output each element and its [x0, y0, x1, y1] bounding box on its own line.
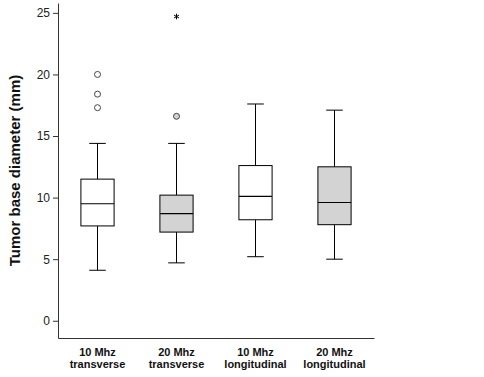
box	[318, 110, 351, 259]
x-tick: 20 Mhzlongitudinal	[303, 338, 365, 370]
x-axis: 10 Mhztransverse20 Mhztransverse10 Mhzlo…	[59, 338, 375, 370]
lower-whisker	[176, 232, 177, 263]
x-tick-label-line: longitudinal	[224, 358, 286, 370]
x-tick-label: 10 Mhzlongitudinal	[224, 346, 286, 371]
box-body	[160, 195, 193, 232]
y-tick-mark	[53, 74, 58, 75]
x-tick-label-line: transverse	[70, 358, 126, 370]
outlier	[174, 113, 180, 119]
lower-cap	[326, 259, 343, 260]
median	[318, 202, 351, 203]
median	[160, 213, 193, 214]
y-tick-label: 15	[37, 129, 51, 143]
x-tick-label-line: transverse	[149, 358, 205, 370]
y-tick: 25	[37, 6, 58, 20]
upper-cap	[89, 143, 106, 144]
outlier	[95, 91, 101, 97]
x-tick-label-line: 20 Mhz	[316, 346, 353, 358]
box	[239, 104, 272, 257]
x-tick-label-line: longitudinal	[303, 358, 365, 370]
x-tick-label-line: 10 Mhz	[237, 346, 274, 358]
box-body	[239, 166, 272, 220]
x-tick-label: 20 Mhzlongitudinal	[303, 346, 365, 371]
lower-cap	[168, 262, 185, 263]
median	[81, 203, 114, 204]
x-tick-label: 20 Mhztransverse	[149, 346, 205, 371]
upper-cap	[247, 103, 264, 104]
y-tick: 20	[37, 68, 58, 82]
extreme	[174, 14, 179, 20]
y-tick-mark	[53, 13, 58, 14]
y-tick-label: 20	[37, 68, 51, 82]
x-axis-line	[59, 338, 375, 339]
x-tick: 10 Mhztransverse	[70, 338, 126, 370]
lower-cap	[89, 270, 106, 271]
lower-whisker	[97, 226, 98, 270]
x-tick: 10 Mhzlongitudinal	[224, 338, 286, 370]
plot-area	[81, 14, 351, 271]
upper-whisker	[176, 143, 177, 195]
box	[81, 71, 114, 270]
x-tick: 20 Mhztransverse	[149, 338, 205, 370]
y-tick-mark	[53, 136, 58, 137]
y-tick-label: 10	[37, 191, 51, 205]
y-tick: 5	[43, 253, 58, 267]
outlier	[95, 71, 101, 77]
lower-cap	[247, 256, 264, 257]
lower-whisker	[255, 220, 256, 257]
median	[239, 196, 272, 197]
y-tick-mark	[53, 259, 58, 260]
y-axis: 0 5 10 15 20 25	[37, 4, 59, 339]
y-axis-line	[58, 4, 59, 339]
y-tick: 0	[43, 314, 58, 328]
box	[160, 14, 193, 263]
chart: 051015202510 Mhztransverse20 Mhztransver…	[0, 0, 484, 377]
y-axis-title: Tumor base diameter (mm)	[6, 75, 23, 266]
upper-whisker	[255, 104, 256, 166]
lower-whisker	[334, 225, 335, 259]
upper-whisker	[334, 110, 335, 167]
outlier	[95, 105, 101, 111]
y-tick-label: 0	[43, 314, 50, 328]
y-tick-mark	[53, 321, 58, 322]
box-body	[318, 167, 351, 225]
x-tick-label: 10 Mhztransverse	[70, 346, 126, 371]
y-tick-label: 5	[43, 253, 50, 267]
upper-whisker	[97, 143, 98, 179]
upper-cap	[168, 143, 185, 144]
x-tick-label-line: 20 Mhz	[158, 346, 195, 358]
upper-cap	[326, 110, 343, 111]
y-tick-label: 25	[37, 6, 51, 20]
y-tick: 15	[37, 129, 58, 143]
y-tick: 10	[37, 191, 58, 205]
y-tick-mark	[53, 198, 58, 199]
x-tick-label-line: 10 Mhz	[79, 346, 116, 358]
box-body	[81, 179, 114, 226]
